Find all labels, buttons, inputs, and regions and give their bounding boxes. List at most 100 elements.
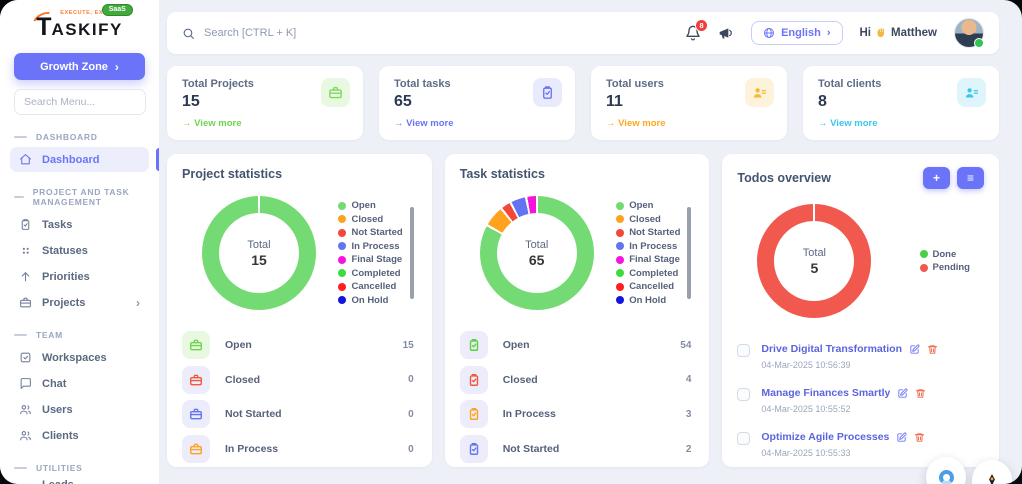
sidebar-item-dashboard[interactable]: Dashboard [10,147,159,172]
app-logo[interactable]: T ASKIFY EXECUTE, EXCEL SaaS [0,0,159,46]
sidebar-item-clients[interactable]: Clients [10,423,149,448]
status-row: Final Stage 0 [182,466,417,467]
sidebar-nav: DASHBOARD Dashboard PROJECT AND TASK MAN… [0,132,159,484]
edit-icon[interactable] [909,343,920,355]
megaphone-icon [719,28,732,39]
todo-timestamp: 04-Mar-2025 10:55:52 [761,404,851,414]
sidebar-item-chat[interactable]: Chat [10,371,149,396]
stat-value: 11 [606,93,623,110]
view-more-link[interactable]: → View more [182,118,242,129]
todo-checkbox[interactable] [737,344,751,357]
legend-item[interactable]: Final Stage [338,254,402,265]
briefcase-icon [182,331,210,360]
help-widget-button[interactable] [926,457,966,484]
add-todo-button[interactable]: + [923,167,950,189]
sidebar-item-leads-management[interactable]: Leads Management › [10,478,149,484]
home-icon [20,154,31,165]
todo-title: Manage Finances Smartly [761,387,891,399]
legend-item[interactable]: Completed [338,268,402,279]
todos-legend: Done Pending [919,249,984,273]
client-lines-icon [957,78,986,107]
legend-item[interactable]: Pending [919,262,970,273]
announcements-button[interactable] [718,25,734,41]
view-more-link[interactable]: → View more [606,118,666,129]
stat-title: Total tasks [394,78,451,90]
legend-item[interactable]: On Hold [338,295,402,306]
legend-item[interactable]: Closed [616,214,680,225]
briefcase-icon [182,365,210,394]
todo-title: Drive Digital Transformation [761,343,903,355]
legend-item[interactable]: Closed [338,214,402,225]
delete-icon[interactable] [927,344,938,355]
menu-search-input[interactable] [14,89,146,115]
chat-widget-icon [938,469,954,484]
legend-item[interactable]: In Process [338,241,402,252]
sidebar-item-tasks[interactable]: Tasks [10,212,149,237]
legend-item[interactable]: Done [919,249,970,260]
user-avatar[interactable] [954,18,984,48]
notifications-button[interactable]: 8 [685,19,709,41]
sidebar-item-statuses[interactable]: Statuses [10,238,149,263]
briefcase-icon [20,297,31,308]
legend-item[interactable]: Not Started [338,227,403,238]
todo-list-button[interactable]: ≡ [957,167,984,189]
todos-donut-chart: Total 5 [757,204,872,318]
donut-center-label: Total [525,238,549,251]
todo-checkbox[interactable] [737,432,751,445]
edit-icon[interactable] [896,431,907,443]
grid-dots-icon [22,247,29,254]
todos-overview-card: Todos overview + ≡ Total 5 Done Pending [722,154,999,467]
legend-scrollbar[interactable] [687,207,692,299]
sidebar-item-users[interactable]: Users [10,397,149,422]
workspace-switcher-button[interactable]: Growth Zone › [14,53,145,80]
language-selector[interactable]: English › [751,21,843,45]
username: Matthew [891,27,937,39]
donut-total: 5 [810,259,819,276]
legend-item[interactable]: On Hold [616,295,680,306]
legend-item[interactable]: Open [616,200,680,211]
user-lines-icon [745,78,774,107]
legend-item[interactable]: Not Started [616,227,680,238]
clipboard-check-icon [459,400,488,429]
rocket-icon [985,473,999,484]
legend-item[interactable]: In Process [616,241,680,252]
search-icon [183,28,194,39]
chat-icon [20,378,31,389]
charts-row: Project statistics Total 15 Open Closed N… [167,154,999,467]
project-status-list: Open 15 Closed 0 Not Started 0 [182,328,417,467]
user-greeting: Hi Matthew [859,27,938,39]
sidebar-item-priorities[interactable]: Priorities [10,264,149,289]
briefcase-icon [321,78,350,107]
global-search-input[interactable] [204,27,686,39]
todo-checkbox[interactable] [737,388,751,401]
globe-icon [764,28,775,38]
clipboard-check-icon [459,331,488,360]
delete-icon[interactable] [915,388,926,399]
status-row: In Process 0 [182,432,417,467]
logo-tagline: EXECUTE, EXCEL [60,9,116,16]
clipboard-check-icon [533,78,562,107]
view-more-link[interactable]: → View more [818,118,878,129]
edit-icon[interactable] [897,387,908,399]
sidebar-item-label: Statuses [42,244,88,257]
legend-item[interactable]: Final Stage [616,254,680,265]
delete-icon[interactable] [914,432,925,443]
legend-item[interactable]: Open [338,200,402,211]
check-square-icon [20,352,31,363]
status-row: Open 54 [459,328,695,363]
chevron-right-icon: › [114,59,119,74]
view-more-link[interactable]: → View more [394,118,454,129]
sidebar-item-label: Leads Management [42,479,126,484]
legend-item[interactable]: Cancelled [616,281,680,292]
sidebar-item-workspaces[interactable]: Workspaces [10,345,149,370]
project-donut-chart: Total 15 [202,196,316,310]
legend-item[interactable]: Completed [616,268,680,279]
nav-section-utilities: UTILITIES [14,463,159,473]
legend-item[interactable]: Cancelled [338,281,402,292]
todo-item: Drive Digital Transformation 04-Mar-2025… [737,335,984,379]
stats-row: Total Projects 15 → View more Total task… [167,66,999,140]
todo-timestamp: 04-Mar-2025 10:55:33 [761,448,851,458]
sidebar-item-projects[interactable]: Projects › [10,290,149,315]
legend-scrollbar[interactable] [409,207,414,299]
